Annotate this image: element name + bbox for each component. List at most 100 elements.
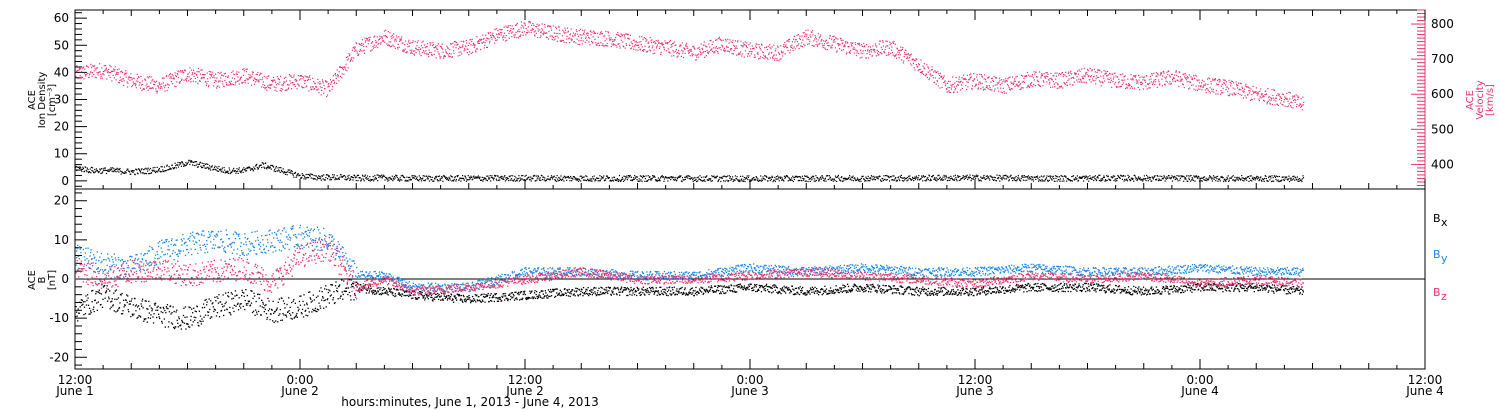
density-series-point — [76, 166, 78, 168]
velocity-series-point — [653, 40, 655, 43]
velocity-series-point — [362, 50, 364, 52]
velocity-series-point — [151, 87, 153, 89]
velocity-series-point — [722, 46, 724, 48]
velocity-series-point — [758, 46, 761, 48]
velocity-series-point — [253, 78, 255, 80]
velocity-series-point — [186, 75, 188, 78]
velocity-series-point — [109, 64, 111, 66]
velocity-series-point — [191, 72, 194, 74]
density-series-point — [190, 160, 193, 162]
velocity-series-point — [224, 72, 226, 74]
density-series-point — [599, 175, 601, 177]
velocity-series-point — [877, 54, 879, 56]
density-series-point — [1061, 175, 1063, 177]
density-series-point — [636, 179, 638, 181]
velocity-series-point — [429, 42, 431, 44]
velocity-series-point — [977, 88, 979, 90]
density-series-point — [643, 175, 645, 178]
velocity-series-point — [677, 51, 679, 54]
density-series-point — [999, 180, 1001, 182]
velocity-series-point — [359, 43, 361, 45]
velocity-series-point — [407, 43, 409, 45]
velocity-series-point — [373, 44, 375, 46]
velocity-series-point — [85, 75, 87, 77]
density-series-point — [998, 174, 1000, 176]
density-series-point — [105, 172, 108, 175]
velocity-series-point — [654, 42, 656, 44]
density-series-point — [1079, 176, 1081, 178]
density-series-point — [546, 178, 549, 180]
velocity-series-point — [947, 80, 950, 82]
velocity-series-point — [988, 76, 990, 78]
velocity-series-point — [1218, 81, 1220, 83]
velocity-series-point — [1131, 87, 1133, 89]
velocity-series-point — [381, 36, 383, 38]
density-series-point — [882, 178, 884, 180]
velocity-series-point — [1110, 79, 1112, 81]
density-series-point — [864, 179, 866, 181]
velocity-series-point — [140, 87, 142, 89]
velocity-series-point — [342, 69, 345, 71]
density-series-point — [930, 179, 932, 181]
density-series-point — [561, 179, 563, 181]
velocity-series-point — [1283, 101, 1285, 103]
velocity-series-point — [881, 48, 883, 50]
density-series-point — [559, 177, 561, 179]
velocity-series-point — [1239, 88, 1241, 90]
velocity-series-point — [926, 64, 928, 66]
density-series-point — [1030, 178, 1032, 180]
velocity-series-point — [918, 69, 920, 71]
velocity-series-point — [145, 85, 147, 87]
velocity-series-point — [1086, 71, 1088, 74]
density-series-point — [465, 180, 468, 182]
velocity-series-point — [1195, 85, 1197, 87]
density-series-point — [329, 177, 331, 179]
velocity-series-point — [1187, 88, 1190, 90]
velocity-series-point — [1026, 71, 1028, 74]
velocity-series-point — [272, 80, 274, 82]
density-series-point — [486, 175, 488, 177]
density-series-point — [575, 179, 577, 181]
density-series-point — [133, 170, 135, 172]
velocity-series-point — [254, 81, 256, 83]
velocity-series-point — [142, 84, 144, 86]
density-series-point — [563, 180, 565, 182]
density-series-point — [373, 178, 375, 180]
density-series-point — [333, 174, 335, 176]
velocity-series-point — [1198, 82, 1201, 84]
density-series-point — [678, 176, 680, 179]
density-series-point — [645, 175, 647, 177]
velocity-series-point — [509, 30, 511, 32]
velocity-series-point — [180, 70, 182, 72]
velocity-series-point — [339, 75, 342, 78]
density-series-point — [423, 179, 425, 182]
density-series-point — [450, 175, 452, 177]
velocity-series-point — [977, 79, 979, 81]
velocity-series-point — [505, 35, 507, 37]
velocity-series-point — [483, 37, 485, 39]
density-series-point — [876, 177, 878, 179]
velocity-series-point — [143, 88, 145, 90]
velocity-series-point — [812, 45, 815, 47]
velocity-series-point — [1017, 84, 1019, 86]
velocity-series-point — [600, 31, 602, 33]
velocity-series-point — [141, 89, 143, 91]
velocity-series-point — [496, 33, 498, 35]
velocity-series-point — [1163, 70, 1165, 73]
velocity-series-point — [1217, 79, 1219, 82]
density-series-point — [1042, 176, 1044, 178]
velocity-series-point — [1144, 79, 1146, 82]
velocity-series-point — [312, 86, 314, 88]
density-series-point — [394, 177, 396, 179]
velocity-series-point — [1027, 84, 1029, 86]
density-series-point — [128, 170, 130, 172]
density-series-point — [111, 168, 113, 170]
density-series-point — [157, 169, 159, 172]
density-series-point — [881, 177, 883, 180]
density-series-point — [285, 171, 288, 174]
density-series-point — [132, 171, 134, 174]
velocity-series-point — [205, 84, 207, 87]
velocity-series-point — [1130, 74, 1132, 76]
density-series-point — [436, 175, 438, 177]
velocity-series-point — [119, 79, 121, 81]
